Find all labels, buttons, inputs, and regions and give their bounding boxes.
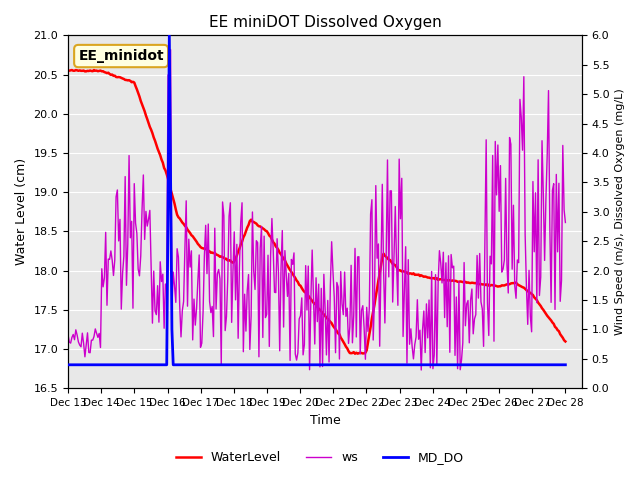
Y-axis label: Wind Speed (m/s), Dissolved Oxygen (mg/L): Wind Speed (m/s), Dissolved Oxygen (mg/L… bbox=[615, 88, 625, 335]
Text: EE_minidot: EE_minidot bbox=[78, 49, 164, 63]
X-axis label: Time: Time bbox=[310, 414, 340, 427]
Y-axis label: Water Level (cm): Water Level (cm) bbox=[15, 158, 28, 265]
Title: EE miniDOT Dissolved Oxygen: EE miniDOT Dissolved Oxygen bbox=[209, 15, 442, 30]
Legend: WaterLevel, ws, MD_DO: WaterLevel, ws, MD_DO bbox=[171, 446, 469, 469]
